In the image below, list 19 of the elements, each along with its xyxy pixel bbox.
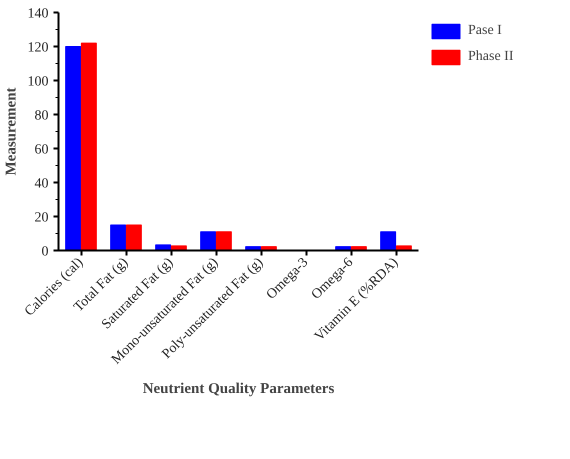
y-tick-label: 20 — [34, 210, 48, 226]
bar — [200, 231, 216, 250]
y-tick-label: 60 — [34, 142, 48, 158]
legend-label: Phase II — [468, 49, 514, 65]
y-tick-label: 140 — [28, 6, 48, 22]
y-tick-label: 0 — [42, 244, 48, 260]
bar — [216, 231, 232, 250]
y-tick-label: 100 — [28, 74, 48, 90]
legend-label: Pase I — [468, 23, 502, 39]
y-tick-label: 120 — [28, 40, 48, 56]
x-axis-title: Neutrient Quality Parameters — [142, 380, 334, 397]
bar — [80, 42, 97, 250]
bar — [380, 231, 396, 250]
y-tick-label: 80 — [34, 108, 48, 124]
bar — [126, 224, 142, 250]
bar — [110, 224, 126, 250]
y-tick-label: 40 — [34, 176, 48, 192]
y-axis-title: Measurement — [4, 87, 20, 176]
bar — [65, 46, 82, 250]
